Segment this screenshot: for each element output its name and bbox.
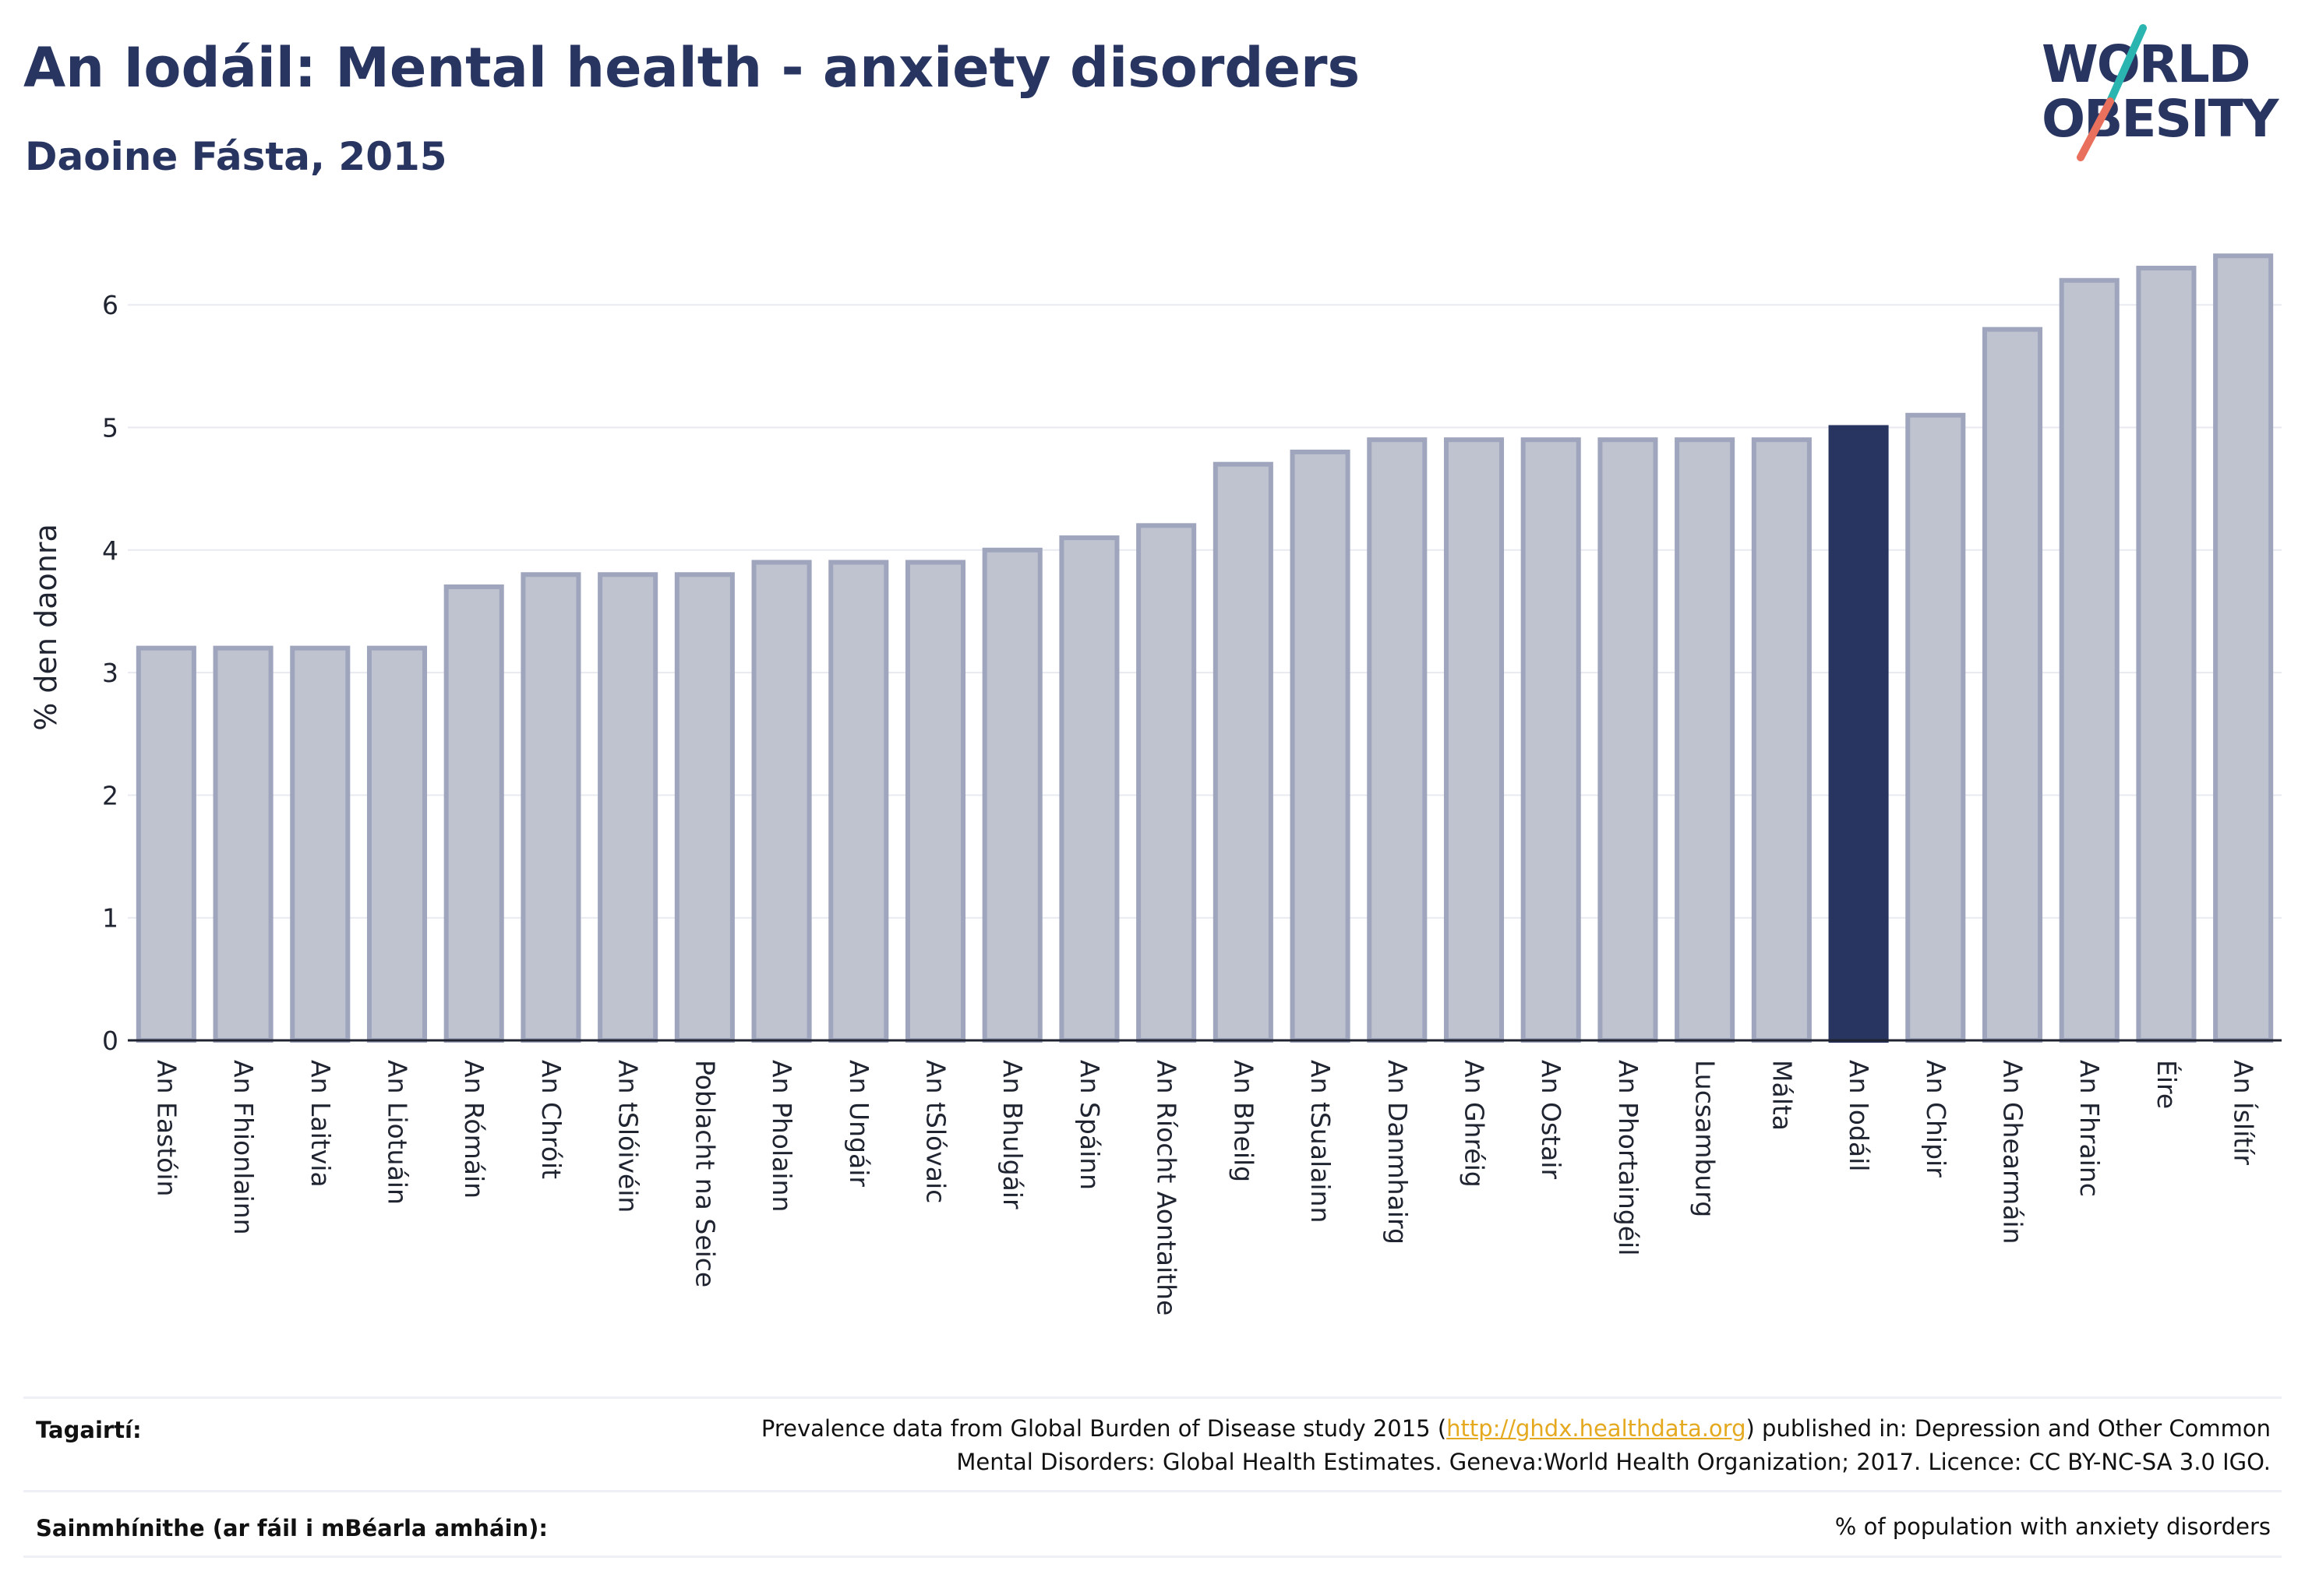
y-axis-label: % den daonra	[29, 524, 63, 731]
bar[interactable]	[674, 572, 735, 1043]
y-tick-label: 2	[102, 780, 118, 810]
bar[interactable]	[1905, 412, 1966, 1043]
x-tick-label: An tSualainn	[1305, 1060, 1336, 1223]
bar[interactable]	[1443, 437, 1505, 1043]
x-tick-label: An Danmhairg	[1382, 1060, 1413, 1245]
x-tick-label: Málta	[1767, 1060, 1797, 1131]
bar[interactable]	[1367, 437, 1428, 1043]
x-tick-label: An Ungáir	[844, 1060, 874, 1187]
logo-text-world: WORLD	[2042, 34, 2250, 94]
world-obesity-logo: WORLD OBESITY	[2042, 24, 2282, 161]
bar[interactable]	[366, 645, 428, 1043]
y-tick-label: 0	[102, 1026, 118, 1056]
x-tick-label: An Ghréig	[1460, 1060, 1490, 1188]
logo-slash-coral	[2077, 97, 2114, 161]
bars	[136, 253, 2274, 1043]
x-tick-label: An Bhulgáir	[997, 1060, 1028, 1209]
bar[interactable]	[598, 572, 658, 1043]
x-tick-label: An Eastóin	[151, 1060, 182, 1196]
bar[interactable]	[905, 560, 966, 1043]
x-tick-label: Lucsamburg	[1690, 1060, 1721, 1217]
x-tick-label: An Phortaingéil	[1613, 1060, 1643, 1255]
references-link[interactable]: http://ghdx.healthdata.org	[1446, 1415, 1746, 1442]
footer-divider-top	[23, 1396, 2282, 1399]
chart-subtitle: Daoine Fásta, 2015	[25, 134, 447, 179]
definitions-text: % of population with anxiety disorders	[1834, 1513, 2271, 1540]
y-tick-label: 1	[102, 903, 118, 934]
logo-text-obesity: OBESITY	[2042, 89, 2280, 149]
x-tick-label: Poblacht na Seice	[690, 1060, 720, 1287]
bar[interactable]	[2059, 277, 2120, 1043]
logo-slash-teal	[2106, 24, 2147, 105]
y-tick-label: 6	[102, 290, 118, 320]
references-line1-pre: Prevalence data from Global Burden of Di…	[761, 1415, 1447, 1442]
bar[interactable]	[136, 645, 196, 1043]
x-tick-label: An Rómáin	[459, 1060, 489, 1199]
footer-divider-middle	[23, 1490, 2282, 1492]
bar[interactable]	[1675, 437, 1735, 1043]
bar[interactable]	[1290, 449, 1350, 1043]
y-tick-label: 5	[102, 413, 118, 443]
bar[interactable]	[828, 560, 889, 1043]
y-tick-label: 3	[102, 658, 118, 688]
bar[interactable]	[213, 645, 274, 1043]
bar[interactable]	[1597, 437, 1658, 1043]
x-tick-label: An Chipir	[1921, 1060, 1951, 1178]
definitions-label: Sainmhínithe (ar fáil i mBéarla amháin):	[36, 1515, 549, 1541]
bar[interactable]	[521, 572, 581, 1043]
x-tick-label: An Ghearmáin	[1998, 1060, 2028, 1244]
bar-chart: 0 1 2 3 4 5 6 An Eastóin An Fhionlainn An Laitvi…	[29, 253, 2282, 1315]
y-tick-label: 4	[102, 535, 118, 566]
bar[interactable]	[443, 584, 504, 1043]
bar[interactable]	[1982, 327, 2043, 1043]
bar[interactable]	[751, 560, 812, 1043]
bar[interactable]	[2136, 266, 2197, 1043]
x-tick-label: An Iodáil	[1844, 1060, 1874, 1171]
bar[interactable]	[290, 645, 351, 1043]
x-tick-labels: An Eastóin An Fhionlainn An Laitvia An Liot…	[151, 1060, 2259, 1315]
y-tick-labels: 0 1 2 3 4 5 6	[102, 290, 118, 1056]
x-tick-label: An Íslítír	[2229, 1060, 2260, 1165]
bar[interactable]	[982, 547, 1043, 1043]
bar-highlighted[interactable]	[1828, 425, 1889, 1043]
references-label: Tagairtí:	[36, 1417, 142, 1443]
references-line2: Mental Disorders: Global Health Estimate…	[956, 1449, 2271, 1475]
x-tick-label: An tSlóvaic	[921, 1060, 951, 1203]
bar[interactable]	[1213, 461, 1273, 1043]
bar[interactable]	[1059, 535, 1120, 1043]
x-tick-label: An Pholainn	[767, 1060, 797, 1212]
x-tick-label: An Bheilg	[1228, 1060, 1258, 1182]
x-tick-label: An Liotuáin	[383, 1060, 413, 1205]
x-tick-label: An tSlóivéin	[613, 1060, 644, 1213]
bar[interactable]	[1751, 437, 1812, 1043]
x-tick-label: An Chróit	[536, 1060, 567, 1179]
references-line1-post: ) published in: Depression and Other Com…	[1746, 1415, 2271, 1442]
x-tick-label: An Ríocht Aontaithe	[1152, 1060, 1182, 1315]
x-tick-label: An Ostair	[1536, 1060, 1566, 1179]
chart-title: An Iodáil: Mental health - anxiety disor…	[23, 36, 1361, 100]
bar[interactable]	[1136, 523, 1197, 1043]
x-tick-label: An Laitvia	[305, 1060, 336, 1188]
bar[interactable]	[2213, 253, 2274, 1043]
x-tick-label: An Fhionlainn	[228, 1060, 259, 1235]
references-text: Prevalence data from Global Burden of Di…	[761, 1412, 2271, 1479]
bar[interactable]	[1520, 437, 1581, 1043]
footer-divider-bottom	[23, 1555, 2282, 1558]
x-tick-label: An Fhrainc	[2074, 1060, 2105, 1197]
x-tick-label: Éire	[2151, 1060, 2183, 1109]
x-tick-label: An Spáinn	[1075, 1060, 1105, 1190]
